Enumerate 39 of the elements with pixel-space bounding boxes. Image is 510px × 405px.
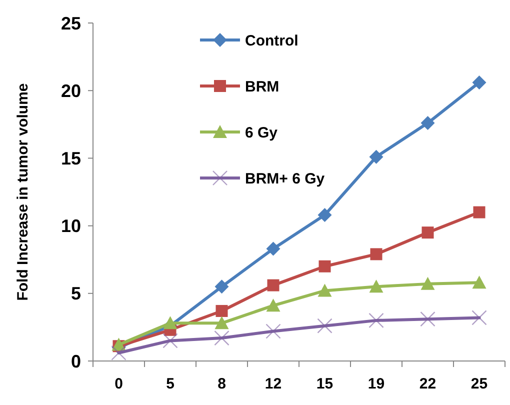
- y-tick-label: 10: [60, 216, 81, 236]
- legend-label: Control: [245, 32, 298, 50]
- x-tick-label: 15: [316, 375, 334, 392]
- x-tick-label: 0: [114, 375, 123, 392]
- legend-label: BRM: [245, 78, 280, 96]
- point: [369, 150, 384, 164]
- point: [214, 280, 229, 294]
- y-tick-label: 20: [60, 80, 81, 101]
- legend-label: BRM+ 6 Gy: [245, 170, 326, 188]
- point: [318, 260, 331, 272]
- legend-label: 6 Gy: [245, 124, 278, 142]
- x-tick-label: 8: [218, 375, 226, 392]
- point: [472, 276, 486, 289]
- point: [473, 206, 486, 218]
- point: [163, 316, 178, 330]
- point: [216, 304, 228, 317]
- point: [266, 298, 280, 312]
- point: [112, 338, 126, 351]
- x-tick-label: 22: [419, 375, 436, 392]
- y-tick-label: 0: [70, 351, 81, 372]
- x-tick-label: 19: [368, 375, 385, 392]
- point: [370, 248, 382, 260]
- point: [267, 279, 280, 292]
- y-tick-label: 15: [60, 148, 81, 168]
- point: [422, 226, 434, 239]
- point: [318, 208, 332, 222]
- x-tick-label: 12: [264, 375, 282, 392]
- y-tick-label: 5: [70, 284, 81, 304]
- x-tick-label: 25: [470, 375, 488, 392]
- point: [472, 75, 486, 90]
- point: [369, 280, 384, 293]
- y-axis-title: Fold Increase in tumor volume: [14, 83, 32, 301]
- point: [420, 116, 435, 130]
- point: [214, 316, 229, 330]
- point: [420, 276, 435, 290]
- point: [318, 284, 332, 297]
- point: [266, 242, 280, 256]
- y-tick-label: 25: [60, 13, 81, 34]
- x-tick-label: 5: [166, 375, 174, 392]
